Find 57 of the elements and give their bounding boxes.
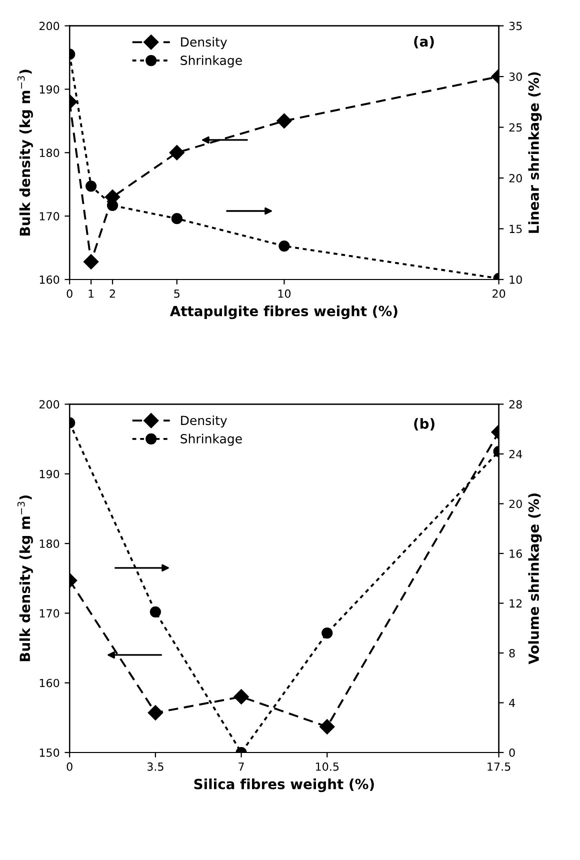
x-tick-label: 10.5	[316, 762, 339, 771]
y-tick-label: 150	[40, 748, 60, 757]
annotation: (a)	[414, 36, 434, 48]
point	[278, 240, 290, 252]
legend-label: Shrinkage	[180, 55, 242, 68]
legend-label: Shrinkage	[180, 434, 242, 446]
y2-tick-label: 12	[510, 599, 522, 608]
point	[169, 145, 184, 160]
y2-tick-label: 28	[509, 400, 522, 409]
x-tick-label: 2	[110, 289, 115, 298]
x-tick-label: 20	[492, 289, 506, 298]
y2-tick-label: 30	[509, 72, 522, 81]
x-tick-label: 3.5	[147, 762, 164, 771]
y2-tick-label: 20	[509, 500, 522, 508]
y2-tick-label: 24	[509, 450, 522, 458]
y2-tick-label: 25	[509, 123, 522, 132]
y2-tick-label: 0	[509, 748, 515, 757]
point	[276, 113, 292, 129]
annotation: (b)	[414, 418, 434, 431]
y-tick-label: 190	[40, 85, 60, 94]
y-tick-label: 160	[40, 678, 60, 688]
point	[320, 719, 335, 734]
x-tick-label: 17.5	[488, 762, 510, 771]
y-tick-label: 190	[40, 470, 60, 478]
y-tick-label: 170	[40, 609, 60, 618]
legend-label: Density	[181, 37, 228, 50]
y2-tick-label: 16	[510, 549, 522, 558]
point	[234, 689, 249, 704]
y-tick-label: 160	[40, 275, 60, 284]
point	[171, 213, 182, 224]
y-axis-title: Bulk density (kg m$^{−3}$)	[17, 496, 33, 662]
y-tick-label: 200	[39, 22, 60, 30]
point	[86, 180, 97, 192]
y-tick-label: 200	[39, 400, 60, 409]
x-tick-label: 0	[66, 762, 72, 771]
x-axis-title: Silica fibres weight (%)	[194, 778, 374, 792]
y2-tick-label: 15	[510, 224, 522, 234]
y2-tick-label: 35	[509, 22, 522, 30]
y2-tick-label: 4	[509, 698, 515, 707]
y2-axis-title: Volume shrinkage (%)	[528, 494, 542, 664]
x-tick-label: 0	[66, 289, 72, 298]
x-tick-label: 7	[238, 762, 244, 771]
point	[106, 200, 118, 211]
x-axis-title: Attapulgite fibres weight (%)	[170, 306, 398, 320]
y2-axis-title: Linear shrinkage (%)	[528, 72, 542, 233]
x-tick-label: 5	[174, 290, 180, 298]
legend-label: Density	[181, 415, 228, 428]
x-tick-label: 10	[278, 289, 291, 298]
y2-tick-label: 8	[509, 648, 515, 658]
y-tick-label: 180	[40, 539, 60, 548]
y2-tick-label: 20	[509, 174, 522, 182]
y2-tick-label: 10	[510, 275, 522, 284]
x-tick-label: 1	[88, 290, 94, 298]
y-axis-title: Bulk density (kg m$^{−3}$)	[17, 70, 33, 236]
point	[83, 254, 99, 270]
y-tick-label: 170	[40, 212, 60, 220]
y-tick-label: 180	[40, 148, 60, 158]
